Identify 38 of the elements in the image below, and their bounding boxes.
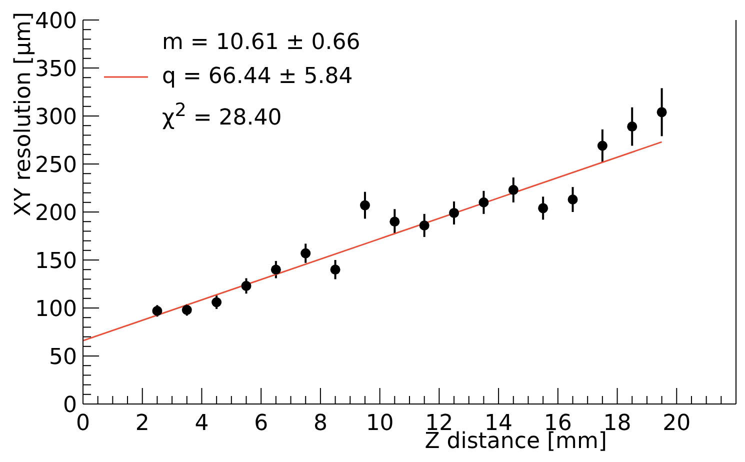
point — [360, 200, 370, 210]
y-tick-label: 250 — [35, 153, 77, 178]
point — [212, 297, 222, 308]
point — [538, 203, 548, 214]
point — [656, 107, 667, 118]
point — [419, 220, 430, 230]
y-tick-label: 350 — [35, 57, 77, 82]
x-tick-label: 2 — [135, 411, 150, 436]
point — [330, 264, 340, 275]
x-tick-label: 20 — [662, 411, 691, 436]
x-tick-label: 4 — [194, 411, 209, 436]
y-tick-label: 100 — [35, 297, 77, 322]
annotation: χ$^{2}$ = 28.40 — [161, 99, 283, 132]
x-tick-label: 6 — [254, 411, 268, 436]
point — [182, 304, 192, 315]
y-tick-label: 400 — [35, 9, 77, 34]
x-tick-label: 10 — [366, 411, 394, 436]
legend-label: q = 66.44 ± 5.84 — [162, 63, 353, 91]
y-tick-label: 50 — [49, 345, 77, 370]
point — [627, 122, 638, 132]
point — [390, 216, 400, 227]
point — [270, 264, 281, 275]
y-axis-title: XY resolution [μm] — [11, 12, 36, 216]
x-tick-label: 8 — [313, 411, 328, 436]
point — [152, 306, 162, 316]
y-tick-label: 0 — [63, 393, 77, 418]
point — [508, 184, 518, 195]
point — [300, 248, 311, 258]
point — [241, 280, 252, 291]
point — [478, 197, 489, 208]
x-tick-label: 14 — [484, 411, 513, 436]
point — [568, 194, 578, 205]
y-tick-label: 200 — [35, 201, 77, 226]
y-tick-label: 150 — [35, 249, 77, 274]
point — [449, 208, 460, 218]
point — [597, 140, 608, 151]
annotation: m = 10.61 ± 0.66 — [161, 29, 362, 57]
y-tick-label: 300 — [35, 105, 77, 130]
